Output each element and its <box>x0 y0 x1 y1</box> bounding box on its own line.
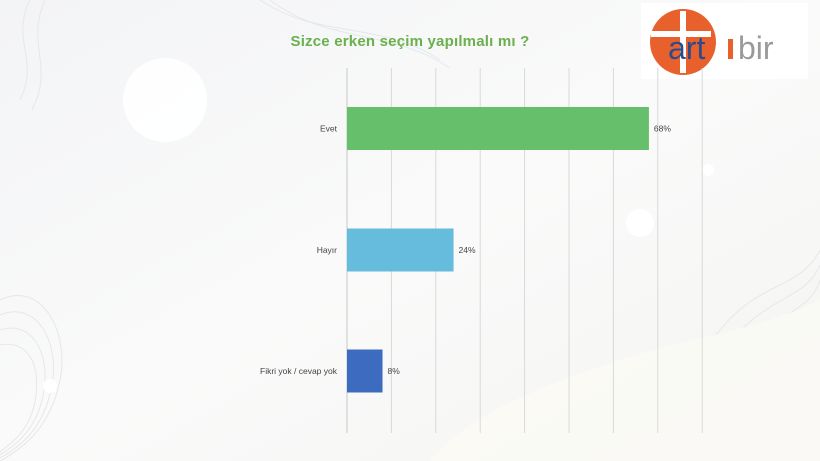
artibir-logo: art bir <box>641 3 808 79</box>
category-label: Fikri yok / cevap yok <box>260 366 338 376</box>
bar-0 <box>347 107 649 150</box>
category-label: Hayır <box>317 245 337 255</box>
logo-i-mark <box>728 39 733 59</box>
bar-1 <box>347 228 454 272</box>
category-label: Evet <box>320 124 338 134</box>
logo-text-left: art <box>668 30 705 66</box>
bar-2 <box>347 349 383 393</box>
artibir-logo-graphic: art bir <box>650 9 774 75</box>
value-label: 68% <box>654 124 671 134</box>
value-label: 8% <box>388 366 401 376</box>
logo-text-right: bir <box>738 30 774 66</box>
value-label: 24% <box>459 245 476 255</box>
chart-title: Sizce erken seçim yapılmalı mı ? <box>290 33 530 50</box>
